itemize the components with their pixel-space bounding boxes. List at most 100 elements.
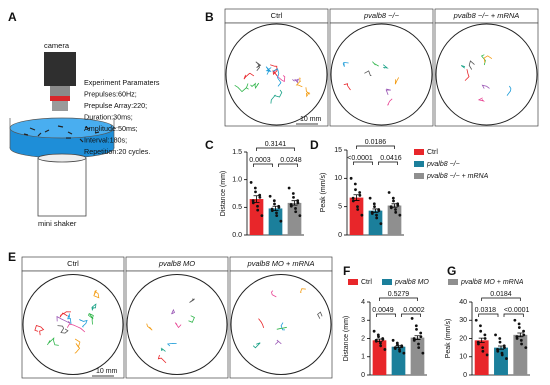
data-point — [372, 329, 376, 333]
data-point — [398, 213, 402, 217]
parameter-line: Repetition:20 cycles. — [84, 147, 150, 156]
trajectory — [174, 322, 182, 329]
legend-label: pvalb8 −/− — [426, 161, 460, 168]
p-value: 0.0184 — [490, 291, 512, 298]
comparison-bracket — [379, 297, 418, 301]
data-point — [500, 353, 504, 357]
data-point — [496, 349, 500, 353]
data-point — [483, 333, 487, 337]
p-value: <0.0001 — [504, 307, 530, 314]
trajectory — [342, 61, 349, 67]
legend-label: Ctrl — [427, 149, 438, 156]
parameter-line: Duration:30ms; — [84, 112, 133, 121]
data-point — [379, 222, 383, 226]
legend-swatch — [414, 173, 424, 179]
arena — [435, 23, 538, 126]
trajectory — [47, 337, 59, 346]
bar — [268, 208, 283, 235]
y-tick-label: 10 — [334, 175, 342, 182]
trajectory — [91, 303, 97, 312]
trajectory — [295, 77, 303, 88]
data-point — [253, 186, 257, 190]
parameter-line: Prepulse Array:220; — [84, 101, 147, 110]
data-point — [287, 186, 291, 190]
trajectory — [67, 313, 72, 325]
data-point — [517, 326, 521, 329]
bar — [249, 199, 264, 235]
track-box — [229, 270, 333, 379]
y-axis-label: Peak (mm/s) — [320, 173, 327, 213]
track-title: pvalb8 −/− — [363, 11, 400, 20]
trajectory — [272, 68, 282, 87]
data-point — [275, 214, 279, 218]
p-value: 0.0003 — [249, 157, 271, 164]
parameter-line: Amplitude:50ms; — [84, 124, 138, 133]
trajectory — [243, 72, 255, 80]
data-point — [392, 199, 395, 203]
trajectory — [299, 288, 306, 293]
data-point — [349, 176, 353, 180]
comparison-bracket — [278, 163, 298, 167]
data-point — [505, 357, 508, 360]
parameter-line: Interval:180s; — [84, 135, 127, 144]
p-value: 0.5279 — [388, 291, 410, 298]
trajectory — [157, 354, 167, 364]
data-point — [513, 318, 517, 322]
error-bar — [414, 335, 421, 340]
data-point — [412, 338, 416, 342]
p-value: 0.0049 — [372, 307, 394, 314]
bar — [391, 346, 406, 375]
camera-label: camera — [44, 41, 70, 50]
data-point — [360, 213, 364, 217]
arena — [230, 274, 332, 375]
data-point — [268, 194, 272, 198]
y-tick-label: 3 — [361, 317, 365, 324]
data-point — [398, 349, 402, 353]
parameters: Experiment Paramaters Prepulses:60Hz; Prep… — [84, 78, 160, 156]
data-point — [391, 338, 395, 342]
data-point — [515, 337, 519, 340]
data-point — [481, 349, 485, 353]
scale-label: 10 mm — [300, 116, 322, 123]
comparison-bracket — [256, 147, 295, 151]
data-point — [375, 216, 379, 220]
trajectory — [387, 98, 393, 106]
shaker-label: mini shaker — [38, 219, 77, 228]
dish-wall — [9, 118, 115, 148]
y-tick-label: 0.5 — [232, 204, 242, 211]
data-point — [353, 182, 357, 186]
comparison-bracket — [253, 163, 273, 167]
data-point — [419, 335, 423, 339]
legend-label: Ctrl — [361, 279, 372, 286]
comparison-bracket — [481, 297, 521, 301]
track-title: pvalb8 MO + mRNA — [247, 259, 315, 268]
data-point — [520, 342, 523, 346]
trajectory — [343, 83, 351, 91]
data-point — [524, 346, 528, 350]
data-point — [272, 199, 276, 203]
data-point — [519, 338, 523, 342]
data-point — [381, 338, 385, 341]
y-tick-label: 2 — [361, 335, 365, 342]
data-point — [351, 196, 355, 200]
data-point — [400, 345, 404, 349]
data-point — [522, 333, 526, 337]
y-tick-label: 30 — [459, 317, 467, 324]
data-point — [377, 209, 381, 213]
data-point — [370, 212, 374, 215]
p-value: 0.0186 — [365, 139, 387, 146]
trajectory — [188, 315, 195, 323]
trajectory — [171, 308, 176, 315]
trajectory — [270, 89, 283, 104]
data-point — [483, 337, 487, 340]
y-axis-label: Peak (mm/s) — [445, 319, 452, 359]
data-point — [377, 335, 380, 339]
legend-swatch — [448, 279, 458, 285]
mini-shaker — [37, 157, 87, 217]
track-title: pvalb8 MO — [158, 259, 195, 268]
trajectory — [250, 82, 260, 90]
data-point — [258, 193, 262, 197]
y-axis-label: Distance (mm) — [220, 171, 227, 217]
data-point — [372, 202, 376, 206]
trajectory — [292, 78, 299, 84]
